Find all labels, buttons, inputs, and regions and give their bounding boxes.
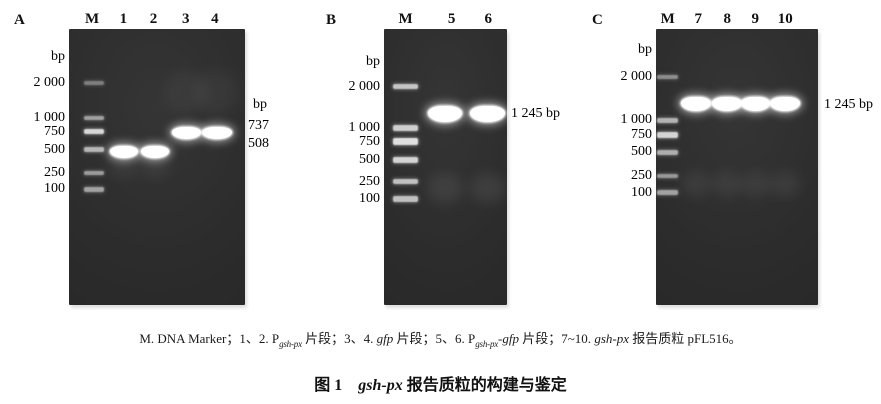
- band-size-annotation: 737: [248, 117, 269, 133]
- figure-caption: M. DNA Marker；1、2. Pgsh-px 片段；3、4. gfp 片…: [0, 330, 881, 353]
- bp-unit-label-C: bp: [638, 41, 652, 57]
- dna-band-lane-6: [470, 106, 505, 122]
- panel-letter-B: B: [326, 12, 337, 28]
- ladder-size-label: 1 000: [33, 110, 66, 126]
- caption-segment: 报告质粒 pFL516。: [628, 331, 742, 346]
- ladder-size-label: 250: [359, 173, 380, 189]
- band-size-annotation: 1 245 bp: [824, 96, 873, 112]
- caption-segment: -: [498, 331, 503, 346]
- marker-band: [83, 186, 104, 192]
- dna-band-lane-2: [141, 146, 170, 159]
- lane-label-A-2: 2: [149, 11, 158, 27]
- ladder-size-label: 750: [359, 133, 380, 149]
- gel-smear: [680, 170, 711, 197]
- lane-label-A-1: 1: [119, 11, 128, 27]
- lane-label-B-6: 6: [484, 11, 493, 27]
- ladder-size-label: 250: [631, 168, 652, 184]
- lane-label-C-M: M: [660, 11, 675, 27]
- marker-band: [657, 75, 679, 80]
- gel-smear: [711, 170, 742, 197]
- marker-band: [83, 80, 104, 85]
- lane-label-A-3: 3: [181, 11, 190, 27]
- panel-letter-A: A: [14, 12, 25, 28]
- lane-label-B-5: 5: [447, 11, 456, 27]
- marker-band: [657, 190, 679, 196]
- gel-image-A: [69, 29, 245, 305]
- caption-segment: 片段；7~10.: [519, 331, 595, 346]
- lane-label-C-8: 8: [723, 11, 732, 27]
- band-size-annotation: bp: [253, 96, 267, 112]
- bp-unit-label-A: bp: [51, 48, 65, 64]
- gel-image-B: [384, 29, 507, 305]
- ladder-size-label: 100: [44, 181, 65, 197]
- marker-band: [393, 84, 419, 90]
- title-segment: 报告质粒的构建与鉴定: [402, 377, 567, 394]
- band-size-annotation: 508: [248, 136, 269, 152]
- dna-band-lane-10: [770, 97, 801, 112]
- ladder-size-label: 1 000: [348, 120, 381, 136]
- ladder-size-label: 100: [631, 184, 652, 200]
- gel-smear: [427, 172, 463, 203]
- marker-band: [83, 147, 104, 153]
- caption-segment: gsh-px: [279, 339, 302, 349]
- title-segment: gsh-px: [358, 377, 403, 394]
- ladder-size-label: 500: [359, 152, 380, 168]
- caption-segment: M. DNA Marker；1、2. P: [139, 331, 280, 346]
- marker-band: [657, 117, 679, 123]
- caption-segment: gsh-px: [475, 339, 499, 349]
- caption-segment: gsh-px: [594, 331, 629, 346]
- lane-label-B-M: M: [398, 11, 413, 27]
- gel-smear: [740, 170, 771, 197]
- ladder-size-label: 750: [631, 126, 652, 142]
- dna-band-lane-7: [680, 97, 711, 112]
- ladder-size-label: 2 000: [620, 69, 653, 85]
- ladder-size-label: 500: [44, 141, 65, 157]
- dna-band-lane-3: [171, 127, 201, 140]
- marker-band: [83, 116, 104, 121]
- gel-image-C: [656, 29, 818, 305]
- marker-band: [83, 129, 104, 135]
- bp-unit-label-B: bp: [366, 54, 380, 70]
- lane-label-A-4: 4: [211, 11, 219, 27]
- ladder-size-label: 500: [631, 144, 652, 160]
- gel-smear: [469, 172, 506, 203]
- caption-segment: 片段；5、6. P: [393, 331, 476, 346]
- ladder-size-label: 1 000: [620, 112, 653, 128]
- ladder-size-label: 2 000: [348, 78, 381, 94]
- gel-smear: [109, 156, 139, 178]
- marker-band: [393, 196, 419, 203]
- ladder-size-label: 750: [44, 123, 65, 139]
- caption-segment: 片段；3、4.: [301, 331, 377, 346]
- dna-band-lane-1: [110, 146, 138, 159]
- dna-band-lane-4: [202, 127, 233, 140]
- caption-segment: gfp: [376, 331, 394, 346]
- marker-band: [657, 174, 679, 179]
- marker-band: [393, 125, 419, 132]
- dna-band-lane-8: [711, 97, 742, 112]
- gel-smear: [770, 170, 801, 197]
- marker-band: [657, 131, 679, 138]
- ladder-size-label: 2 000: [33, 74, 66, 90]
- marker-band: [393, 179, 419, 185]
- title-segment: 图 1: [314, 377, 359, 394]
- marker-band: [393, 157, 419, 164]
- band-size-annotation: 1 245 bp: [511, 106, 560, 121]
- ladder-size-label: 250: [44, 164, 65, 180]
- lane-label-C-7: 7: [694, 11, 703, 27]
- ladder-size-label: 100: [359, 191, 380, 207]
- caption-segment: gfp: [502, 331, 520, 346]
- figure-title: 图 1 gsh-px 报告质粒的构建与鉴定: [0, 376, 881, 396]
- dna-band-lane-5: [428, 106, 462, 122]
- panel-letter-C: C: [592, 12, 603, 28]
- marker-band: [657, 149, 679, 155]
- lane-label-A-M: M: [84, 11, 100, 27]
- marker-band: [83, 170, 104, 175]
- lane-label-C-9: 9: [751, 11, 760, 27]
- lane-label-C-10: 10: [777, 11, 793, 27]
- gel-smear: [140, 156, 171, 178]
- marker-band: [393, 138, 419, 146]
- dna-band-lane-9: [741, 97, 771, 112]
